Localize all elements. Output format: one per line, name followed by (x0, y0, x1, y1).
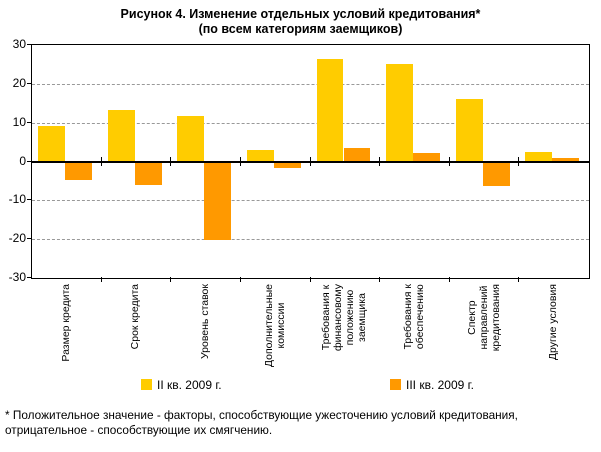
gridline (32, 122, 589, 124)
footnote: * Положительное значение - факторы, спос… (5, 408, 518, 437)
legend-swatch-q3-2009 (390, 379, 401, 391)
bar-series1-cat8 (525, 152, 553, 162)
x-axis-label: Другие условия (547, 284, 560, 361)
legend-label-q2-2009: II кв. 2009 г. (157, 378, 222, 392)
x-axis-zero-line (32, 160, 589, 163)
bar-series2-cat1 (65, 161, 92, 180)
x-axis-label: Размер кредита (59, 284, 72, 362)
bar-series1-cat5 (316, 59, 344, 162)
chart-subtitle: (по всем категориям заемщиков) (198, 22, 403, 36)
legend-entry-q3-2009: III кв. 2009 г. (390, 379, 474, 391)
legend-swatch-q2-2009 (141, 379, 152, 391)
y-axis-label: -10 (8, 192, 26, 207)
bar-series1-cat4 (246, 150, 274, 162)
y-axis-label: 0 (19, 153, 26, 168)
bottom-axis-tick (309, 277, 311, 282)
x-axis-label: Уровень ставок (199, 284, 212, 360)
bottom-axis-tick (448, 277, 450, 282)
y-axis-tick (27, 44, 31, 45)
gridline (32, 83, 589, 85)
bar-series2-cat5 (343, 147, 371, 162)
bar-series1-cat1 (38, 125, 65, 162)
bottom-axis-tick (100, 277, 102, 282)
bottom-axis-tick (239, 277, 241, 282)
y-axis-label: 20 (12, 75, 26, 90)
zero-axis-tick (518, 156, 520, 166)
bar-series2-cat7 (482, 161, 510, 186)
chart-title: Рисунок 4. Изменение отдельных условий к… (120, 7, 481, 21)
y-axis-label: 10 (12, 114, 26, 129)
y-axis-tick (27, 82, 31, 84)
bottom-axis-tick (379, 277, 381, 282)
bar-series2-cat4 (273, 161, 301, 169)
legend-entry-q2-2009: II кв. 2009 г. (141, 379, 222, 391)
zero-axis-tick (448, 156, 450, 166)
zero-axis-tick (379, 156, 381, 166)
bar-series2-cat6 (413, 152, 441, 162)
y-axis-tick (27, 238, 31, 240)
x-axis-label: Требования к обеспечению (401, 284, 426, 350)
x-axis-label: Дополнительные комиссии (262, 284, 287, 368)
y-axis-label: 30 (12, 37, 26, 51)
bar-series2-cat2 (134, 161, 162, 186)
bottom-axis-tick (518, 277, 520, 282)
y-axis-tick (27, 121, 31, 123)
bar-series2-cat8 (552, 158, 580, 162)
x-axis-label: Требования к финансовому положению заемщ… (320, 284, 369, 352)
y-axis-tick (27, 160, 31, 162)
zero-axis-tick (170, 156, 172, 166)
zero-axis-tick (239, 156, 241, 166)
y-axis-tick (27, 277, 31, 278)
y-axis-label: -20 (8, 231, 26, 246)
bar-series1-cat6 (386, 64, 414, 162)
legend-label-q3-2009: III кв. 2009 г. (406, 378, 474, 392)
x-axis-label: Спектр направлений кредитования (465, 284, 502, 352)
y-axis-label: -30 (8, 270, 26, 284)
gridline (32, 239, 589, 241)
bar-series1-cat2 (107, 109, 135, 162)
plot-area (31, 44, 590, 279)
y-axis-tick (27, 199, 31, 201)
bar-series1-cat7 (455, 98, 483, 162)
zero-axis-tick (309, 156, 311, 166)
bar-series1-cat3 (177, 116, 205, 162)
gridline (32, 200, 589, 202)
zero-axis-tick (100, 156, 102, 166)
bottom-axis-tick (170, 277, 172, 282)
bar-series2-cat3 (204, 161, 232, 241)
x-axis-label: Срок кредита (129, 284, 142, 350)
